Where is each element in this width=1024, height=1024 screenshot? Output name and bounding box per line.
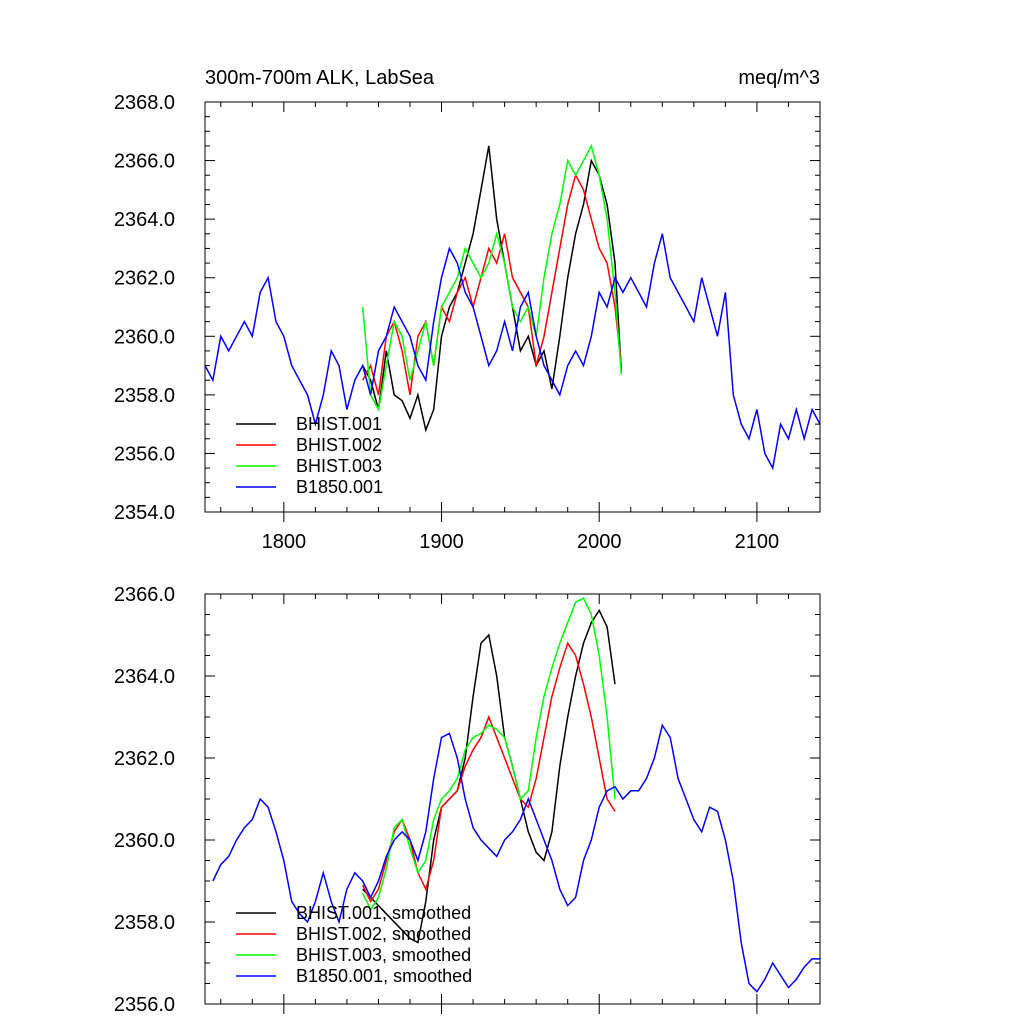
legend-label: B1850.001 xyxy=(296,477,383,497)
x-tick-label: 2100 xyxy=(735,531,780,553)
top-axis-ticks: 1800 1900 2000 2100 2354.0 2356.0 2358.0 2360.0… xyxy=(114,92,821,553)
y-tick-label: 2362.0 xyxy=(114,268,175,290)
legend-label: BHIST.001, smoothed xyxy=(296,903,471,923)
legend-label: B1850.001, smoothed xyxy=(296,966,472,986)
y-tick-label: 2360.0 xyxy=(114,830,175,852)
y-tick-label: 2356.0 xyxy=(114,994,175,1016)
series-line-4 xyxy=(204,233,821,471)
legend-label: BHIST.003, smoothed xyxy=(296,945,471,965)
series-line-1 xyxy=(362,608,616,944)
chart-title: 300m-700m ALK, LabSea xyxy=(205,67,435,89)
legend-label: BHIST.002 xyxy=(296,435,382,455)
series-line-3 xyxy=(362,597,616,912)
legend-label: BHIST.001 xyxy=(296,414,382,434)
y-tick-label: 2362.0 xyxy=(114,748,175,770)
y-tick-label: 2360.0 xyxy=(114,326,175,348)
series-line-4 xyxy=(212,723,820,993)
top-chart-panel: 300m-700m ALK, LabSea meq/m^3 1800 1900 20… xyxy=(114,67,821,553)
y-tick-label: 2364.0 xyxy=(114,666,175,688)
y-tick-label: 2366.0 xyxy=(114,151,175,173)
series-line-1 xyxy=(362,145,623,433)
y-tick-label: 2368.0 xyxy=(114,92,175,114)
y-tick-label: 2354.0 xyxy=(114,502,175,524)
series-line-2 xyxy=(362,641,616,904)
x-tick-label: 1900 xyxy=(419,531,464,553)
bottom-axis-ticks: 2356.0 2358.0 2360.0 2362.0 2364.0 2366.0 xyxy=(114,584,821,1016)
y-tick-label: 2366.0 xyxy=(114,584,175,606)
bottom-chart-panel: 2356.0 2358.0 2360.0 2362.0 2364.0 2366.0 BHI… xyxy=(114,584,821,1016)
units-label: meq/m^3 xyxy=(738,67,820,89)
y-tick-label: 2356.0 xyxy=(114,443,175,465)
series-line-2 xyxy=(362,173,623,396)
legend-label: BHIST.002, smoothed xyxy=(296,924,471,944)
y-tick-label: 2358.0 xyxy=(114,385,175,407)
x-tick-label: 2000 xyxy=(577,531,622,553)
y-tick-label: 2358.0 xyxy=(114,912,175,934)
top-series-group xyxy=(204,143,821,471)
x-tick-label: 1800 xyxy=(262,531,307,553)
legend-label: BHIST.003 xyxy=(296,456,382,476)
series-line-3 xyxy=(361,143,623,412)
bottom-series-group xyxy=(212,597,820,993)
y-tick-label: 2364.0 xyxy=(114,209,175,231)
